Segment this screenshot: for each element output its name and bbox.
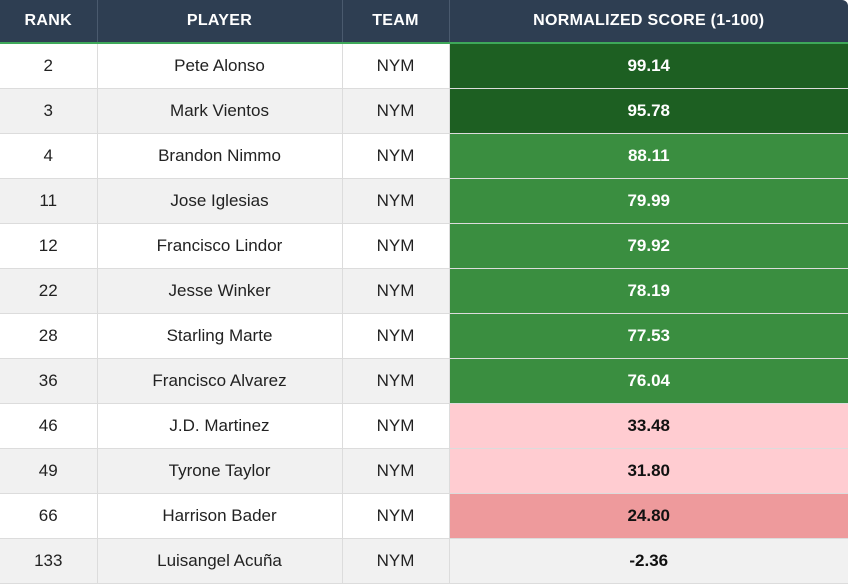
rank-cell: 2 <box>0 43 98 89</box>
table-header: RANK PLAYER TEAM NORMALIZED SCORE (1-100… <box>0 0 848 44</box>
player-cell: Luisangel Acuña <box>97 538 343 584</box>
player-cell: J.D. Martinez <box>97 403 343 449</box>
score-cell: 88.11 <box>449 133 848 179</box>
table-row: 3 Mark Vientos NYM 95.78 <box>0 88 848 134</box>
header-score[interactable]: NORMALIZED SCORE (1-100) <box>449 0 848 44</box>
score-cell: 79.92 <box>449 223 848 269</box>
score-cell: 31.80 <box>449 448 848 494</box>
player-cell: Jose Iglesias <box>97 178 343 224</box>
score-cell: 95.78 <box>449 88 848 134</box>
table-row: 11 Jose Iglesias NYM 79.99 <box>0 178 848 224</box>
table-row: 46 J.D. Martinez NYM 33.48 <box>0 403 848 449</box>
score-cell: 24.80 <box>449 493 848 539</box>
team-cell: NYM <box>342 313 450 359</box>
rank-cell: 11 <box>0 178 98 224</box>
rank-cell: 12 <box>0 223 98 269</box>
score-cell: 77.53 <box>449 313 848 359</box>
rank-cell: 36 <box>0 358 98 404</box>
header-rank[interactable]: RANK <box>0 0 98 44</box>
player-cell: Brandon Nimmo <box>97 133 343 179</box>
table-row: 28 Starling Marte NYM 77.53 <box>0 313 848 359</box>
team-cell: NYM <box>342 403 450 449</box>
score-cell: 78.19 <box>449 268 848 314</box>
player-cell: Pete Alonso <box>97 43 343 89</box>
team-cell: NYM <box>342 493 450 539</box>
rank-cell: 49 <box>0 448 98 494</box>
rank-cell: 22 <box>0 268 98 314</box>
player-cell: Jesse Winker <box>97 268 343 314</box>
team-cell: NYM <box>342 178 450 224</box>
team-cell: NYM <box>342 43 450 89</box>
table-row: 4 Brandon Nimmo NYM 88.11 <box>0 133 848 179</box>
header-row: RANK PLAYER TEAM NORMALIZED SCORE (1-100… <box>0 0 848 44</box>
rank-cell: 4 <box>0 133 98 179</box>
rank-cell: 28 <box>0 313 98 359</box>
table-row: 2 Pete Alonso NYM 99.14 <box>0 43 848 89</box>
player-cell: Tyrone Taylor <box>97 448 343 494</box>
rank-cell: 66 <box>0 493 98 539</box>
player-cell: Mark Vientos <box>97 88 343 134</box>
rank-cell: 133 <box>0 538 98 584</box>
rank-cell: 46 <box>0 403 98 449</box>
team-cell: NYM <box>342 223 450 269</box>
table-row: 66 Harrison Bader NYM 24.80 <box>0 493 848 539</box>
score-cell: 33.48 <box>449 403 848 449</box>
table-body: 2 Pete Alonso NYM 99.14 3 Mark Vientos N… <box>0 43 848 584</box>
table-row: 12 Francisco Lindor NYM 79.92 <box>0 223 848 269</box>
score-cell: 99.14 <box>449 43 848 89</box>
player-cell: Francisco Alvarez <box>97 358 343 404</box>
player-cell: Starling Marte <box>97 313 343 359</box>
score-cell: 76.04 <box>449 358 848 404</box>
score-cell: 79.99 <box>449 178 848 224</box>
team-cell: NYM <box>342 448 450 494</box>
team-cell: NYM <box>342 133 450 179</box>
player-cell: Harrison Bader <box>97 493 343 539</box>
team-cell: NYM <box>342 538 450 584</box>
table-row: 133 Luisangel Acuña NYM -2.36 <box>0 538 848 584</box>
team-cell: NYM <box>342 88 450 134</box>
team-cell: NYM <box>342 358 450 404</box>
table-row: 36 Francisco Alvarez NYM 76.04 <box>0 358 848 404</box>
table-row: 22 Jesse Winker NYM 78.19 <box>0 268 848 314</box>
score-cell: -2.36 <box>449 538 848 584</box>
header-player[interactable]: PLAYER <box>97 0 343 44</box>
table-row: 49 Tyrone Taylor NYM 31.80 <box>0 448 848 494</box>
player-cell: Francisco Lindor <box>97 223 343 269</box>
team-cell: NYM <box>342 268 450 314</box>
header-team[interactable]: TEAM <box>342 0 450 44</box>
rank-cell: 3 <box>0 88 98 134</box>
